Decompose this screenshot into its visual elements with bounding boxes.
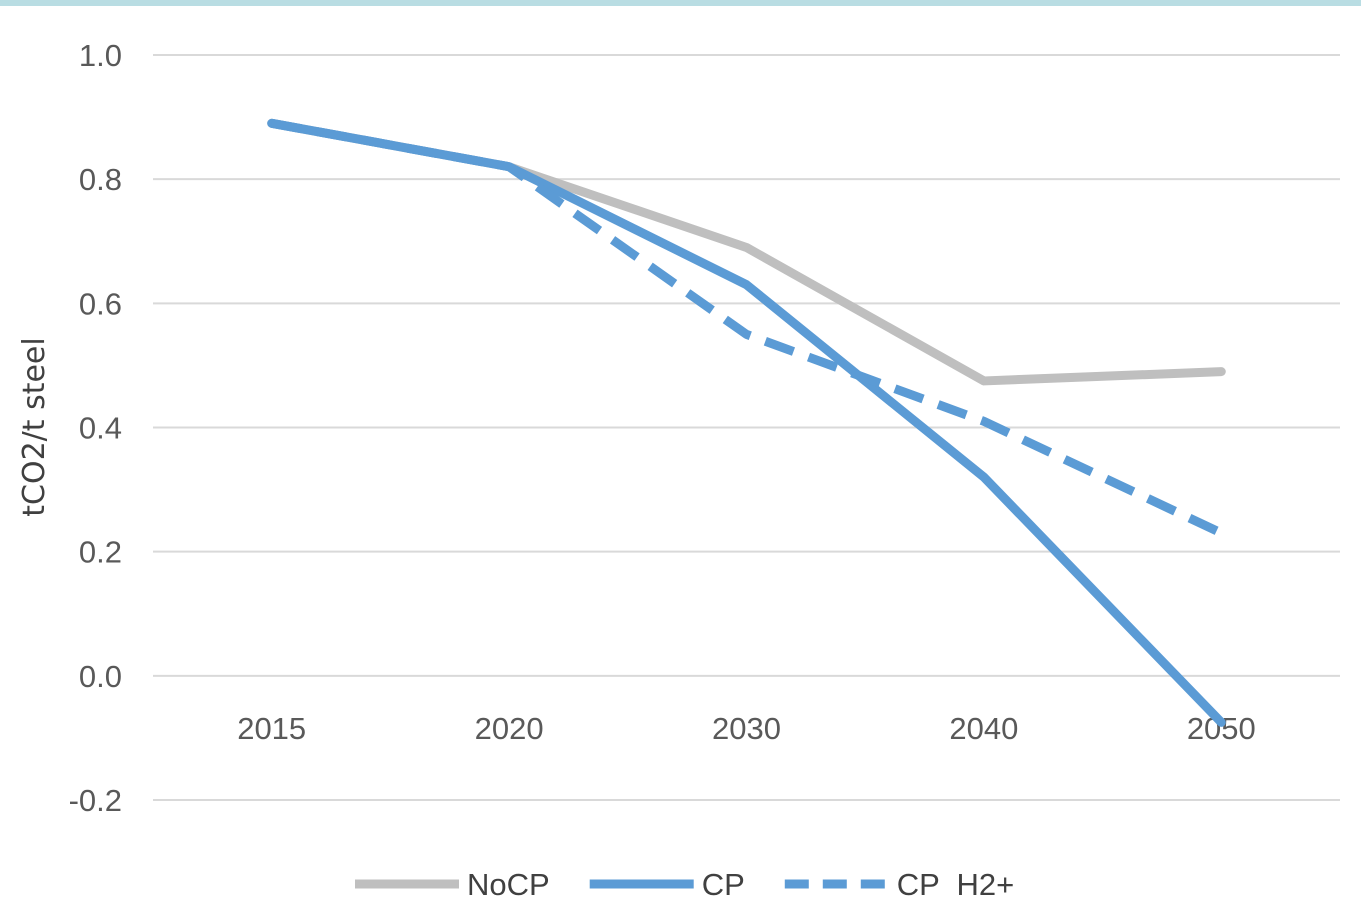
x-tick-label: 2015 [237, 711, 306, 746]
y-tick-label: 0.2 [79, 535, 122, 570]
legend-label: CP [702, 867, 745, 901]
series-line-nocp [267, 118, 1226, 386]
gridlines [153, 54, 1340, 801]
series-line-cp [267, 118, 1226, 727]
x-tick-label: 2020 [475, 711, 544, 746]
y-tick-label: 0.4 [79, 411, 122, 446]
legend-label: CP H2+ [897, 867, 1014, 901]
x-tick-label: 2030 [712, 711, 781, 746]
y-tick-label: -0.2 [69, 783, 122, 818]
y-tick-label: 0.6 [79, 286, 122, 321]
x-tick-label: 2040 [949, 711, 1018, 746]
x-axis-tick-labels: 2015 2020 2030 2040 2050 [237, 711, 1256, 746]
legend-label: NoCP [467, 867, 550, 901]
y-tick-label: 0.8 [79, 162, 122, 197]
y-tick-label: 0.0 [79, 659, 122, 694]
y-axis-title: tCO2/t steel [17, 337, 52, 516]
series-lines [267, 118, 1226, 727]
series-line-cp-h2- [270, 118, 1224, 538]
y-tick-label: 1.0 [79, 38, 122, 73]
y-axis-tick-labels: 1.0 0.8 0.6 0.4 0.2 0.0 -0.2 [69, 38, 122, 818]
legend: NoCP CP CP H2+ [355, 867, 1014, 901]
